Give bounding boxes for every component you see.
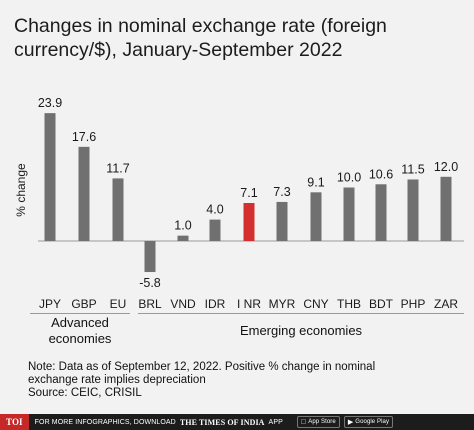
apple-icon:  <box>301 419 306 426</box>
category-label: BDT <box>369 297 394 311</box>
value-label: 7.3 <box>273 185 290 199</box>
play-icon: ▶ <box>348 418 353 426</box>
chart-title: Changes in nominal exchange rate (foreig… <box>14 15 387 61</box>
category-label: ZAR <box>434 297 458 311</box>
bar-inr <box>243 203 255 241</box>
category-label: I NR <box>237 297 261 311</box>
bar-bdt <box>375 184 387 241</box>
category-label: JPY <box>39 297 61 311</box>
bar-eu <box>112 178 124 241</box>
footer-brand: THE TIMES OF INDIA <box>179 417 265 427</box>
bar-vnd <box>177 235 189 241</box>
category-label: CNY <box>303 297 328 311</box>
app-store-label: App Store <box>302 419 335 425</box>
value-label: 12.0 <box>434 160 458 174</box>
app-store-badge[interactable]: App Store <box>296 416 340 428</box>
footer-banner: TOI FOR MORE INFOGRAPHICS, DOWNLOAD THE … <box>0 414 474 430</box>
value-label: 11.7 <box>106 161 129 175</box>
google-play-label: Google Play <box>349 419 389 425</box>
bar-cny <box>310 192 322 241</box>
value-label: -5.8 <box>139 276 161 290</box>
value-label: 1.0 <box>174 219 191 233</box>
advanced-group-label: Advanced economies <box>30 315 130 347</box>
category-label: PHP <box>401 297 426 311</box>
bar-zar <box>440 176 452 241</box>
bar-php <box>407 179 419 241</box>
google-play-badge[interactable]: ▶ Google Play <box>343 416 394 428</box>
bar-idr <box>209 219 221 241</box>
category-label: IDR <box>205 297 226 311</box>
bar-myr <box>276 201 288 241</box>
category-label: VND <box>170 297 196 311</box>
value-label: 17.6 <box>72 130 96 144</box>
category-label: EU <box>110 297 127 311</box>
emerging-group-divider <box>138 313 464 314</box>
bar-chart: % change 23.9 JPY 17.6 GBP 11.7 EU -5.8 BRL 1.0 VN… <box>14 96 464 311</box>
emerging-group-label: Emerging economies <box>239 323 363 338</box>
note-line-2: exchange rate implies depreciation <box>28 374 206 386</box>
chart-note: Note: Data as of September 12, 2022. Pos… <box>28 361 458 400</box>
category-label: BRL <box>138 297 162 311</box>
source-line: Source: CEIC, CRISIL <box>28 387 142 399</box>
footer-app-text: APP <box>268 418 283 426</box>
category-label: MYR <box>269 297 296 311</box>
bar-jpy <box>44 113 56 241</box>
y-axis-label: % change <box>14 163 28 217</box>
bar-thb <box>343 187 355 241</box>
category-label: THB <box>337 297 361 311</box>
value-label: 10.0 <box>337 171 361 185</box>
advanced-group-label-line2: economies <box>48 331 112 346</box>
category-label: GBP <box>71 297 96 311</box>
value-label: 23.9 <box>38 96 62 110</box>
note-line-1: Note: Data as of September 12, 2022. Pos… <box>28 361 376 373</box>
value-label: 7.1 <box>240 186 257 200</box>
value-label: 9.1 <box>307 175 324 189</box>
value-label: 4.0 <box>206 203 223 217</box>
advanced-group-label-line1: Advanced <box>51 315 109 330</box>
advanced-group-divider <box>30 313 130 314</box>
bar-brl <box>144 241 156 273</box>
toi-logo[interactable]: TOI <box>0 414 29 430</box>
value-label: 11.5 <box>401 162 424 176</box>
value-label: 10.6 <box>369 167 393 181</box>
bar-gbp <box>78 146 90 241</box>
footer-promo-text: FOR MORE INFOGRAPHICS, DOWNLOAD <box>34 418 176 426</box>
